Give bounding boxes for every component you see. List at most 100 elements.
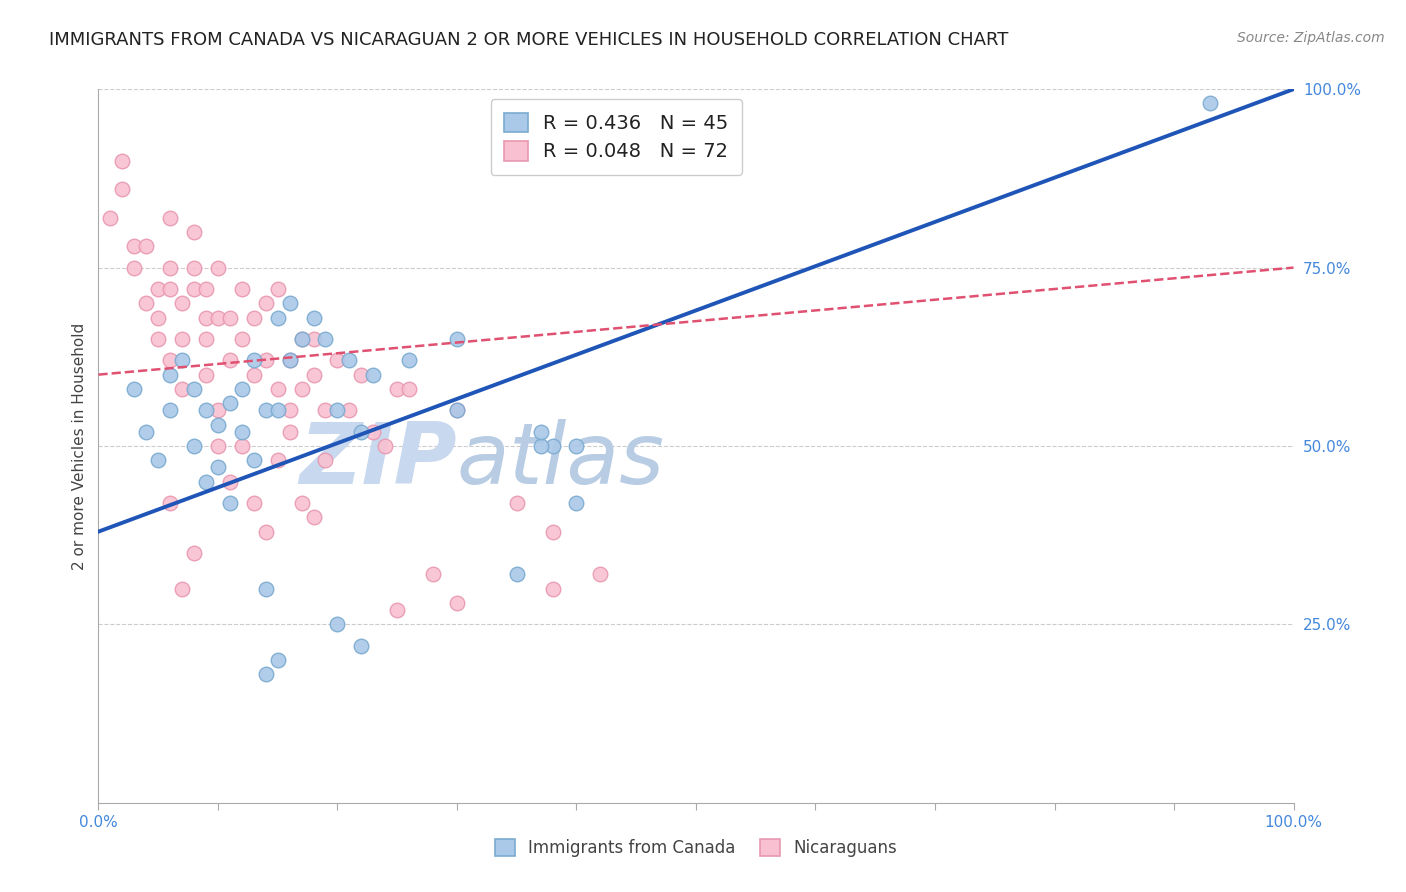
Point xyxy=(350,639,373,653)
Point xyxy=(446,403,468,417)
Point xyxy=(207,417,229,432)
Point xyxy=(183,546,205,560)
Point xyxy=(111,182,134,196)
Point xyxy=(565,439,588,453)
Point xyxy=(302,332,325,346)
Point xyxy=(207,403,229,417)
Point xyxy=(254,296,277,310)
Point xyxy=(291,382,314,396)
Point xyxy=(565,496,588,510)
Point xyxy=(589,567,612,582)
Point xyxy=(159,260,181,275)
Point xyxy=(385,382,409,396)
Point xyxy=(124,382,146,396)
Point xyxy=(148,453,170,467)
Point xyxy=(446,596,468,610)
Point xyxy=(207,460,229,475)
Point xyxy=(422,567,444,582)
Point xyxy=(254,403,277,417)
Point xyxy=(339,353,361,368)
Point xyxy=(315,332,337,346)
Point xyxy=(350,425,373,439)
Point xyxy=(291,496,314,510)
Point xyxy=(159,403,181,417)
Point xyxy=(195,368,218,382)
Point xyxy=(315,403,337,417)
Point xyxy=(219,475,242,489)
Point xyxy=(541,439,564,453)
Point xyxy=(135,239,157,253)
Point xyxy=(530,439,553,453)
Point xyxy=(195,475,218,489)
Text: IMMIGRANTS FROM CANADA VS NICARAGUAN 2 OR MORE VEHICLES IN HOUSEHOLD CORRELATION: IMMIGRANTS FROM CANADA VS NICARAGUAN 2 O… xyxy=(49,31,1008,49)
Point xyxy=(363,425,385,439)
Point xyxy=(195,282,218,296)
Point xyxy=(254,582,277,596)
Point xyxy=(111,153,134,168)
Point xyxy=(506,567,529,582)
Point xyxy=(172,332,194,346)
Point xyxy=(207,439,229,453)
Text: atlas: atlas xyxy=(457,418,665,502)
Point xyxy=(243,496,266,510)
Point xyxy=(172,382,194,396)
Point xyxy=(267,653,290,667)
Point xyxy=(219,396,242,410)
Point xyxy=(148,282,170,296)
Point xyxy=(159,353,181,368)
Point xyxy=(541,524,564,539)
Point xyxy=(159,211,181,225)
Point xyxy=(254,524,277,539)
Point xyxy=(254,353,277,368)
Point xyxy=(231,382,253,396)
Point xyxy=(183,382,205,396)
Point xyxy=(398,353,420,368)
Point xyxy=(291,332,314,346)
Point xyxy=(267,403,290,417)
Point xyxy=(207,260,229,275)
Point xyxy=(339,403,361,417)
Point xyxy=(506,496,529,510)
Point xyxy=(326,353,349,368)
Point xyxy=(278,353,301,368)
Point xyxy=(159,496,181,510)
Point xyxy=(231,282,253,296)
Point xyxy=(363,368,385,382)
Point xyxy=(195,332,218,346)
Point xyxy=(219,353,242,368)
Point xyxy=(446,403,468,417)
Point xyxy=(195,310,218,325)
Point xyxy=(183,225,205,239)
Point xyxy=(124,260,146,275)
Point xyxy=(124,239,146,253)
Point xyxy=(231,439,253,453)
Point xyxy=(219,496,242,510)
Point xyxy=(302,510,325,524)
Point xyxy=(159,282,181,296)
Point xyxy=(541,582,564,596)
Point xyxy=(326,403,349,417)
Text: ZIP: ZIP xyxy=(299,418,457,502)
Legend: Immigrants from Canada, Nicaraguans: Immigrants from Canada, Nicaraguans xyxy=(486,831,905,866)
Point xyxy=(148,332,170,346)
Point xyxy=(135,296,157,310)
Point xyxy=(530,425,553,439)
Point xyxy=(278,403,301,417)
Point xyxy=(98,211,122,225)
Point xyxy=(207,310,229,325)
Point xyxy=(374,439,396,453)
Point xyxy=(398,382,420,396)
Point xyxy=(326,617,349,632)
Point xyxy=(254,667,277,681)
Point xyxy=(267,453,290,467)
Point xyxy=(446,332,468,346)
Point xyxy=(148,310,170,325)
Point xyxy=(159,368,181,382)
Point xyxy=(278,353,301,368)
Point xyxy=(243,453,266,467)
Point xyxy=(172,582,194,596)
Point xyxy=(267,282,290,296)
Point xyxy=(315,453,337,467)
Point xyxy=(278,296,301,310)
Point xyxy=(278,425,301,439)
